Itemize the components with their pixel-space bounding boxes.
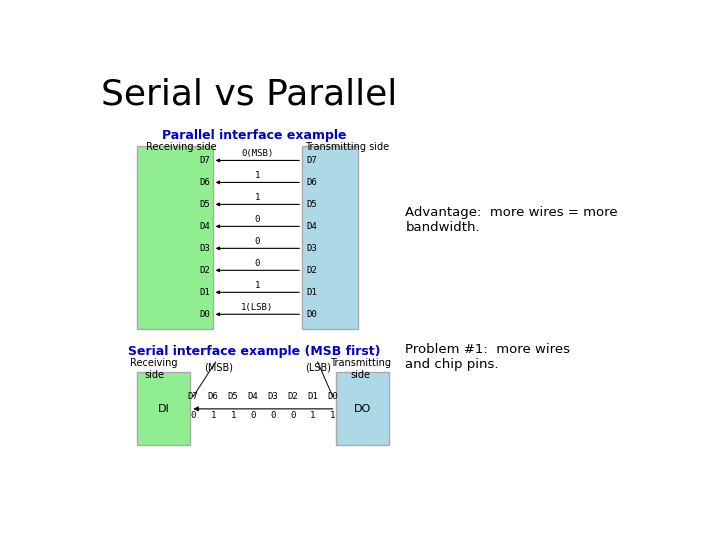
Text: 0(MSB): 0(MSB) [241,150,274,158]
Text: D5: D5 [199,200,210,209]
Bar [138,146,213,329]
Bar [138,373,190,446]
Text: D5: D5 [307,200,318,209]
Text: Problem #1:  more wires
and chip pins.: Problem #1: more wires and chip pins. [405,343,570,372]
Text: (MSB): (MSB) [204,362,233,372]
Text: D7: D7 [199,156,210,165]
Text: (LSB): (LSB) [305,362,330,372]
Text: 1: 1 [255,193,260,202]
Text: D4: D4 [248,393,258,401]
Text: D2: D2 [287,393,298,401]
Text: 1: 1 [310,411,315,420]
Text: 0: 0 [191,411,196,420]
Text: D5: D5 [228,393,238,401]
Text: D6: D6 [307,178,318,187]
Text: D1: D1 [307,288,318,297]
Text: D2: D2 [307,266,318,275]
Text: Serial vs Parallel: Serial vs Parallel [101,77,397,111]
Text: D3: D3 [199,244,210,253]
Text: 1: 1 [330,411,336,420]
Text: DO: DO [354,404,371,414]
Text: D6: D6 [199,178,210,187]
Text: 1: 1 [255,281,260,290]
Text: D1: D1 [307,393,318,401]
Text: D0: D0 [328,393,338,401]
Text: D4: D4 [307,222,318,231]
Text: 1: 1 [255,171,260,180]
Text: 1: 1 [230,411,235,420]
Text: 0: 0 [270,411,276,420]
Text: Serial interface example (MSB first): Serial interface example (MSB first) [128,346,381,359]
Text: D0: D0 [307,310,318,319]
Text: 1: 1 [210,411,216,420]
Text: D6: D6 [208,393,219,401]
Text: D1: D1 [199,288,210,297]
Text: D3: D3 [307,244,318,253]
Text: Transmitting side: Transmitting side [305,141,389,152]
Text: 1(LSB): 1(LSB) [241,303,274,312]
Text: Receiving
side: Receiving side [130,358,178,380]
Text: Receiving side: Receiving side [145,141,217,152]
Text: 0: 0 [255,259,260,268]
Text: D7: D7 [307,156,318,165]
Text: 0: 0 [255,215,260,224]
Text: D2: D2 [199,266,210,275]
Text: 0: 0 [251,411,256,420]
Text: D3: D3 [268,393,279,401]
Text: D0: D0 [199,310,210,319]
Text: 0: 0 [290,411,296,420]
Text: Transmitting
side: Transmitting side [330,358,391,380]
Text: DI: DI [158,404,170,414]
Text: D4: D4 [199,222,210,231]
Bar [336,373,389,446]
Text: Advantage:  more wires = more
bandwidth.: Advantage: more wires = more bandwidth. [405,206,618,234]
Bar [302,146,358,329]
Text: D7: D7 [188,393,199,401]
Text: 0: 0 [255,237,260,246]
Text: Parallel interface example: Parallel interface example [162,129,347,142]
